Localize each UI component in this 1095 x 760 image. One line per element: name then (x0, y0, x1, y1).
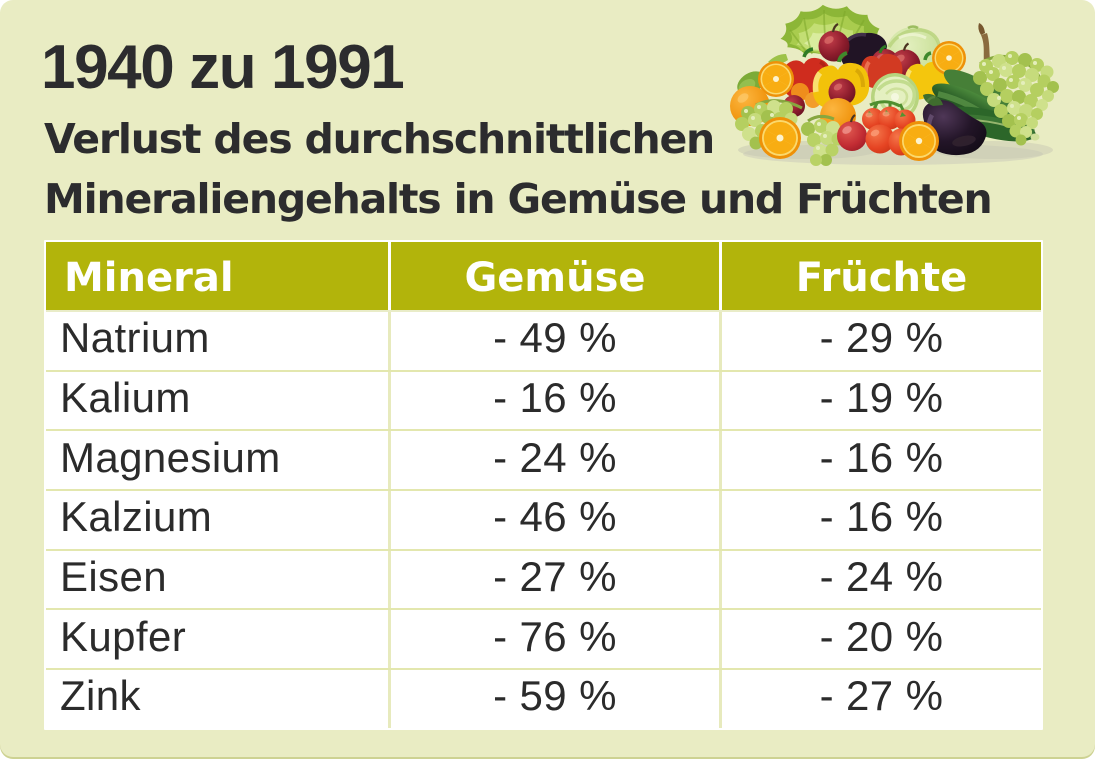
column-header-fruechte: Früchte (719, 242, 1041, 310)
cell-mineral: Eisen (60, 553, 168, 601)
cell-gemuese: - 16 % (388, 371, 719, 430)
cell-fruechte: - 20 % (719, 610, 1041, 669)
cell-mineral: Kalium (60, 374, 191, 422)
cell-fruechte: - 29 % (719, 312, 1041, 370)
cell-mineral: Kalzium (60, 493, 213, 541)
table-row: Kupfer - 76 % - 20 % (46, 608, 1041, 669)
cell-gemuese: - 46 % (388, 491, 719, 549)
table-row: Natrium - 49 % - 29 % (46, 310, 1041, 370)
cell-gemuese: - 24 % (388, 431, 719, 490)
table-row: Zink - 59 % - 27 % (46, 668, 1041, 728)
apple-bottom (837, 114, 867, 151)
grapes-right (973, 51, 1059, 146)
table-row: Eisen - 27 % - 24 % (46, 548, 1041, 609)
orange-half-1 (758, 61, 794, 97)
orange-half-3 (759, 117, 801, 159)
table-row: Magnesium - 24 % - 16 % (46, 429, 1041, 490)
subtitle-line-2: Mineraliengehalts in Gemüse und Früchten (44, 175, 993, 223)
orange-half-4 (899, 121, 939, 161)
fruits-vegetables-illustration (730, 4, 1059, 166)
orange-half-2 (932, 41, 966, 75)
table-body: Natrium - 49 % - 29 % Kalium - 16 % - 19… (46, 310, 1041, 728)
cell-mineral: Zink (60, 672, 141, 720)
cell-fruechte: - 16 % (719, 431, 1041, 490)
cell-fruechte: - 24 % (719, 550, 1041, 609)
cell-fruechte: - 27 % (719, 670, 1041, 728)
tomatoes-vine (862, 100, 916, 131)
cell-gemuese: - 49 % (388, 312, 719, 370)
table-row: Kalzium - 46 % - 16 % (46, 489, 1041, 549)
subtitle-line-1: Verlust des durchschnittlichen (44, 115, 715, 163)
mineral-loss-table: Mineral Gemüse Früchte Natrium - 49 % - … (44, 240, 1043, 730)
cell-gemuese: - 76 % (388, 610, 719, 669)
table-row: Kalium - 16 % - 19 % (46, 369, 1041, 430)
cell-gemuese: - 27 % (388, 550, 719, 609)
page-title: 1940 zu 1991 (41, 33, 405, 102)
cell-fruechte: - 19 % (719, 371, 1041, 430)
cell-fruechte: - 16 % (719, 491, 1041, 549)
table-header-row: Mineral Gemüse Früchte (46, 242, 1041, 310)
column-header-gemuese: Gemüse (388, 242, 719, 310)
page-subtitle: Verlust des durchschnittlichen Mineralie… (44, 109, 993, 229)
cell-mineral: Kupfer (60, 612, 187, 660)
column-header-mineral: Mineral (46, 242, 388, 310)
cell-mineral: Natrium (60, 314, 210, 362)
cell-gemuese: - 59 % (388, 670, 719, 728)
cell-mineral: Magnesium (60, 433, 281, 481)
